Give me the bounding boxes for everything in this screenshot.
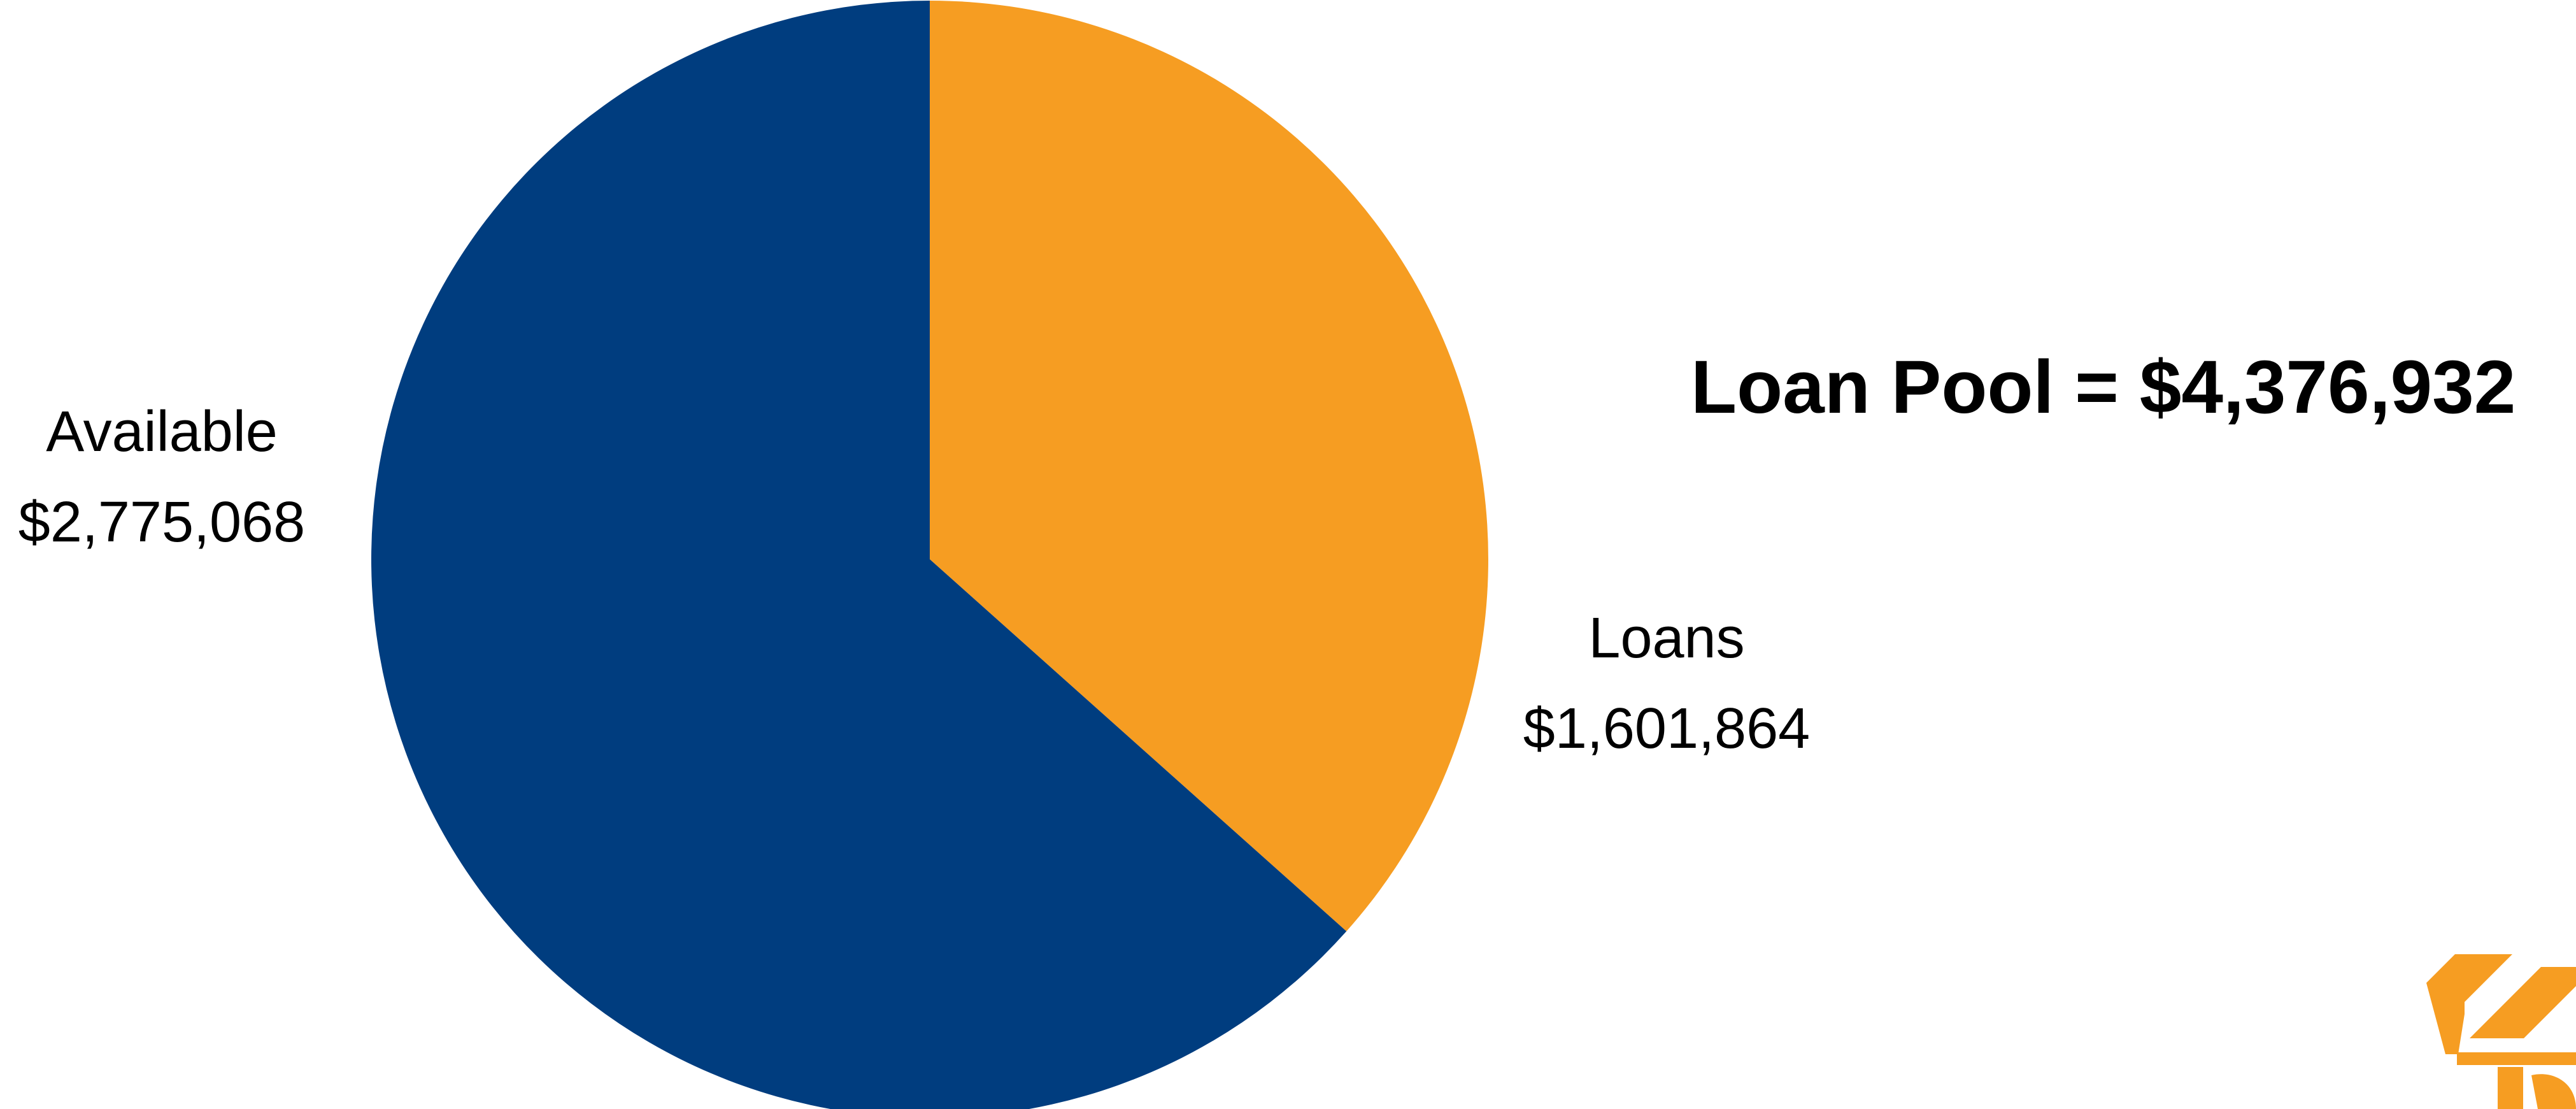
loans-category-label: Loans [1588,606,1744,670]
pie-slice-available [371,1,1347,1109]
pie-slice-loans [930,1,1488,931]
loans-value-label: $1,601,864 [1523,697,1810,761]
available-value-label: $2,775,068 [18,490,305,554]
loan-pool-total-heading: Loan Pool = $4,376,932 [1691,345,2516,429]
pie-slices [371,1,1488,1109]
striped-chevron-logo-icon [2426,954,2576,1109]
available-category-label: Available [46,400,278,464]
